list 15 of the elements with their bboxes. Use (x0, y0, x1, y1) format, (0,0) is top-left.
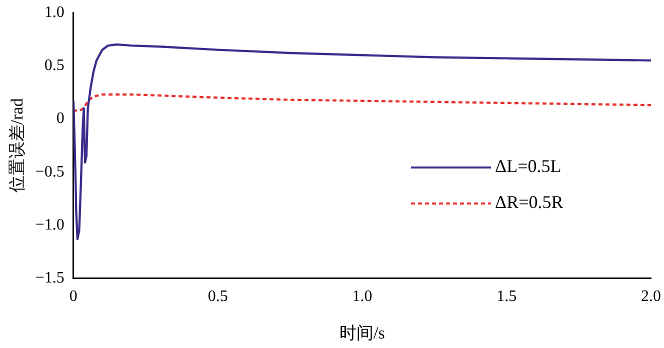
x-tick-label: 1.5 (496, 288, 517, 306)
y-tick-label: −0.5 (35, 163, 64, 180)
x-axis-title: 时间/s (340, 323, 385, 342)
x-tick-label: 1.0 (352, 288, 372, 306)
x-tick-label: 2.0 (641, 288, 661, 306)
x-tick-label: 0 (69, 288, 78, 306)
y-tick-label: −1.5 (35, 270, 64, 287)
y-tick-label: −1.0 (35, 216, 64, 234)
legend-label: ΔR=0.5R (495, 192, 564, 212)
y-tick-label: 0 (56, 110, 64, 128)
x-tick-label: 0.5 (208, 288, 228, 306)
y-tick-label: 1.0 (44, 4, 64, 21)
y-axis-title: 位置误差/rad (8, 98, 27, 193)
y-tick-label: 0.5 (44, 56, 64, 74)
legend-label: ΔL=0.5L (495, 156, 562, 176)
